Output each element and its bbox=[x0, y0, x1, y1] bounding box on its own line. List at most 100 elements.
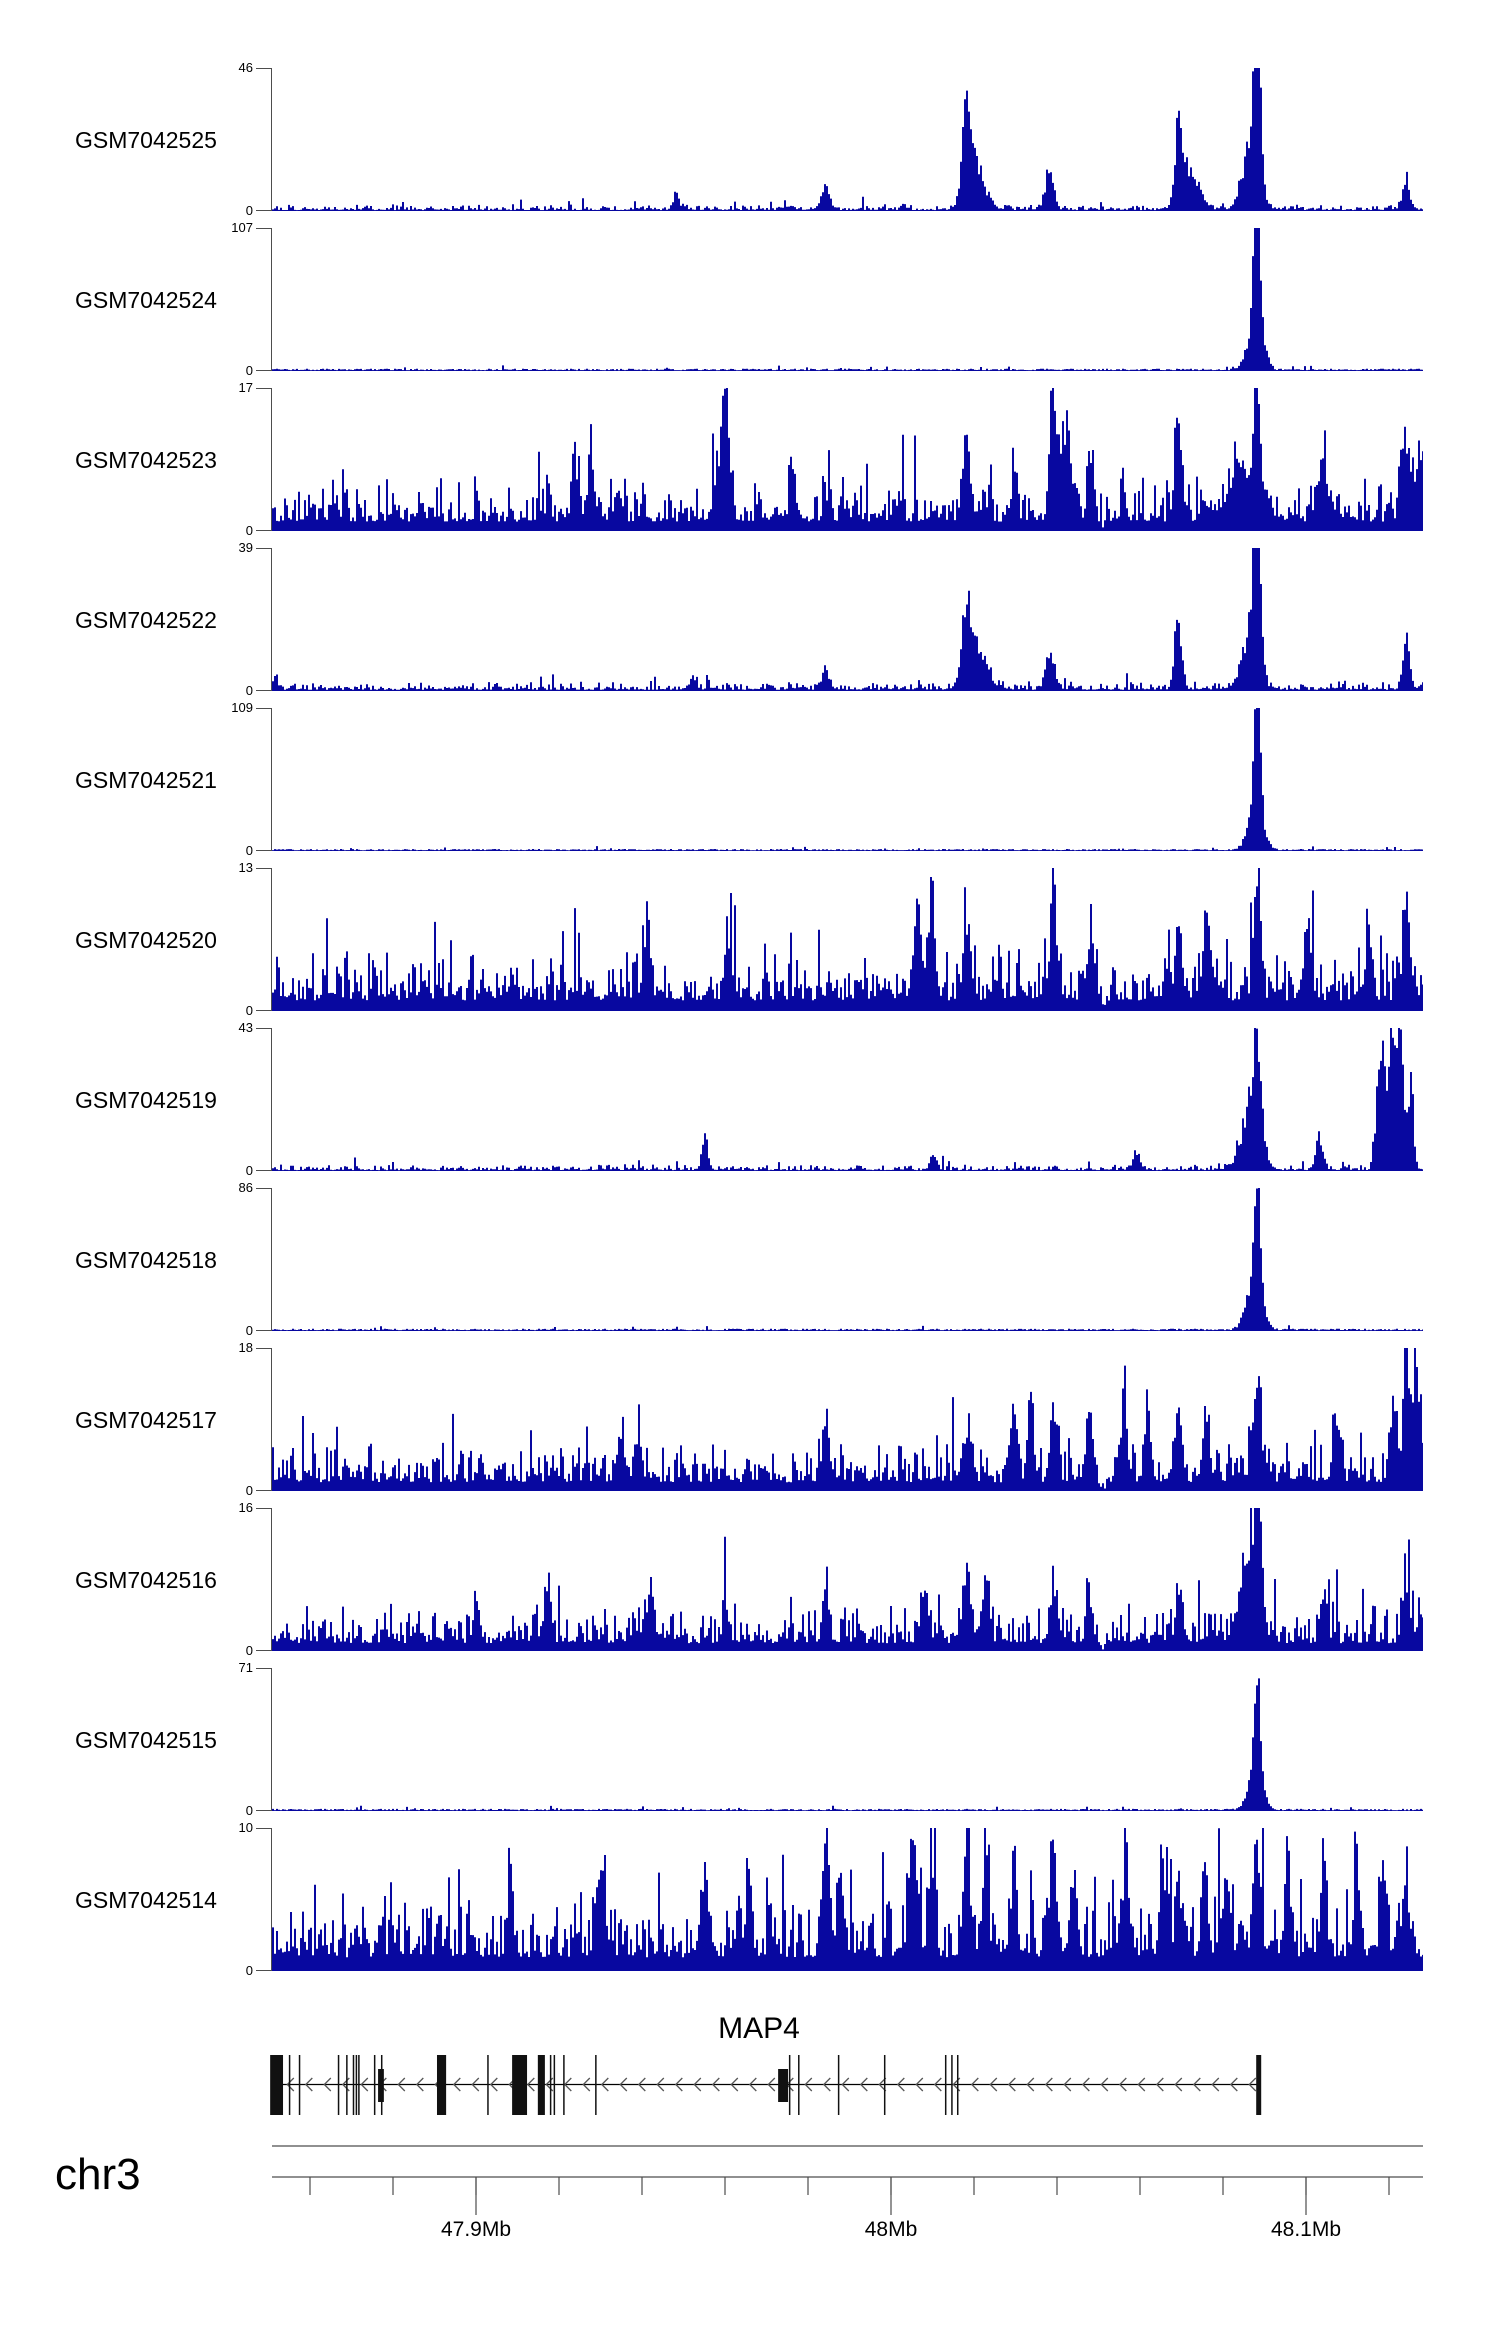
strand-arrow-left bbox=[1063, 2077, 1072, 2092]
track-ymax-label: 10 bbox=[238, 1820, 253, 1835]
track-y-tick bbox=[256, 530, 272, 532]
track-y-axis bbox=[271, 1828, 273, 1971]
strand-arrow-left bbox=[859, 2077, 868, 2092]
coverage-signal bbox=[272, 1028, 1423, 1171]
strand-arrow-left bbox=[822, 2077, 831, 2092]
coverage-signal bbox=[272, 548, 1423, 691]
gene-exon bbox=[358, 2055, 360, 2115]
track-zero-label: 0 bbox=[245, 1003, 253, 1018]
strand-arrow-left bbox=[804, 2077, 813, 2092]
strand-arrow-left bbox=[711, 2077, 720, 2092]
track-ymax-label: 13 bbox=[238, 860, 253, 875]
strand-arrow-left bbox=[1248, 2077, 1257, 2092]
gene-exon bbox=[951, 2055, 953, 2115]
gene-exon bbox=[778, 2069, 789, 2102]
gene-exon bbox=[956, 2055, 959, 2115]
track-y-tick bbox=[256, 1970, 272, 1972]
coverage-signal bbox=[272, 388, 1423, 531]
gene-exon bbox=[352, 2055, 355, 2115]
track-y-axis bbox=[271, 868, 273, 1011]
track-y-axis bbox=[271, 708, 273, 851]
track-y-tick bbox=[256, 850, 272, 852]
track-label: GSM7042523 bbox=[75, 446, 217, 473]
track-zero-label: 0 bbox=[245, 363, 253, 378]
strand-arrow-left bbox=[1044, 2077, 1053, 2092]
gene-exon bbox=[512, 2055, 528, 2115]
strand-arrow-left bbox=[674, 2077, 683, 2092]
coverage-signal bbox=[272, 1348, 1423, 1491]
gene-exon bbox=[549, 2055, 552, 2115]
track-label: GSM7042515 bbox=[75, 1726, 217, 1753]
gene-model-track bbox=[270, 2055, 1262, 2115]
gene-name-label: MAP4 bbox=[718, 2012, 800, 2045]
track-label: GSM7042522 bbox=[75, 606, 217, 633]
strand-arrow-left bbox=[637, 2077, 646, 2092]
strand-arrow-left bbox=[1192, 2077, 1201, 2092]
track-label: GSM7042524 bbox=[75, 286, 217, 313]
gene-exon bbox=[788, 2055, 791, 2115]
gene-exon bbox=[373, 2055, 376, 2115]
strand-arrow-left bbox=[989, 2077, 998, 2092]
strand-arrow-left bbox=[619, 2077, 628, 2092]
strand-arrow-left bbox=[489, 2077, 498, 2092]
track-y-axis bbox=[271, 1508, 273, 1651]
strand-arrow-left bbox=[415, 2077, 424, 2092]
track-ymax-label: 39 bbox=[238, 540, 253, 555]
track-y-axis bbox=[271, 228, 273, 371]
track-y-axis bbox=[271, 1668, 273, 1811]
strand-arrow-left bbox=[693, 2077, 702, 2092]
track-zero-label: 0 bbox=[245, 683, 253, 698]
track-ymax-label: 18 bbox=[238, 1340, 253, 1355]
track-label: GSM7042514 bbox=[75, 1886, 217, 1913]
track-y-tick bbox=[256, 690, 272, 692]
gene-exon bbox=[595, 2055, 597, 2115]
coverage-signal bbox=[272, 868, 1423, 1011]
track-y-axis bbox=[271, 388, 273, 531]
track-label: GSM7042519 bbox=[75, 1086, 217, 1113]
gene-exon bbox=[883, 2055, 886, 2115]
track-ymax-label: 107 bbox=[231, 220, 253, 235]
coverage-signal bbox=[272, 68, 1423, 211]
track-y-axis bbox=[271, 1028, 273, 1171]
gene-exon bbox=[355, 2055, 358, 2115]
strand-arrow-left bbox=[748, 2077, 757, 2092]
gene-exon bbox=[270, 2055, 284, 2115]
track-y-axis bbox=[271, 1188, 273, 1331]
strand-arrow-left bbox=[526, 2077, 535, 2092]
strand-arrow-left bbox=[656, 2077, 665, 2092]
strand-arrow-left bbox=[730, 2077, 739, 2092]
track-label: GSM7042518 bbox=[75, 1246, 217, 1273]
track-y-tick bbox=[256, 370, 272, 372]
track-y-tick bbox=[256, 1668, 272, 1670]
track-zero-label: 0 bbox=[245, 1643, 253, 1658]
track-y-axis bbox=[271, 548, 273, 691]
strand-arrow-left bbox=[286, 2077, 295, 2092]
track-y-tick bbox=[256, 1508, 272, 1510]
strand-arrow-left bbox=[767, 2077, 776, 2092]
gene-exon bbox=[553, 2055, 556, 2115]
axis-tick-label: 48Mb bbox=[864, 2218, 918, 2241]
track-y-tick bbox=[256, 1188, 272, 1190]
gene-exon bbox=[537, 2055, 545, 2115]
strand-arrow-left bbox=[323, 2077, 332, 2092]
strand-arrow-left bbox=[841, 2077, 850, 2092]
coverage-signal bbox=[272, 1508, 1423, 1651]
track-ymax-label: 16 bbox=[238, 1500, 253, 1515]
track-y-tick bbox=[256, 708, 272, 710]
track-y-tick bbox=[256, 868, 272, 870]
strand-arrow-left bbox=[360, 2077, 369, 2092]
track-label: GSM7042516 bbox=[75, 1566, 217, 1593]
strand-arrow-left bbox=[471, 2077, 480, 2092]
gene-exon bbox=[837, 2055, 840, 2115]
track-zero-label: 0 bbox=[245, 843, 253, 858]
axis-tick-label: 47.9Mb bbox=[440, 2218, 512, 2241]
track-y-tick bbox=[256, 1170, 272, 1172]
track-y-tick bbox=[256, 228, 272, 230]
gene-exon bbox=[298, 2055, 301, 2115]
track-zero-label: 0 bbox=[245, 1963, 253, 1978]
track-y-tick bbox=[256, 1810, 272, 1812]
strand-arrow-left bbox=[1007, 2077, 1016, 2092]
coverage-signal bbox=[272, 1678, 1423, 1811]
strand-arrow-left bbox=[1100, 2077, 1109, 2092]
